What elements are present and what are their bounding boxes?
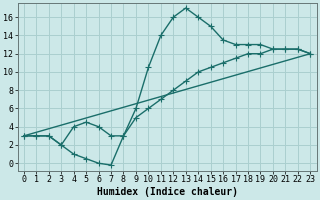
- X-axis label: Humidex (Indice chaleur): Humidex (Indice chaleur): [97, 186, 237, 197]
